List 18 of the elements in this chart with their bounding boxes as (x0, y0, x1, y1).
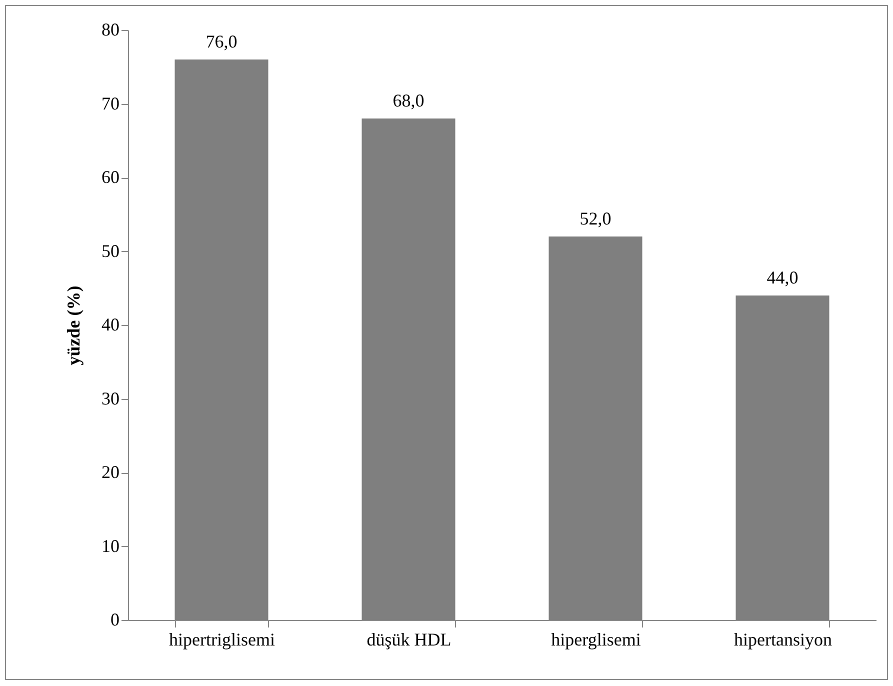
y-tick-label: 40 (102, 314, 120, 334)
y-tick-label: 10 (102, 536, 120, 556)
y-tick-label: 30 (102, 388, 120, 408)
y-axis-title: yüzde (%) (64, 286, 84, 366)
y-tick-label: 60 (102, 167, 120, 187)
x-tick-label: düşük HDL (366, 630, 452, 650)
data-label: 52,0 (580, 208, 612, 228)
data-label: 44,0 (766, 268, 798, 288)
x-tick-label: hipertansiyon (734, 630, 832, 650)
y-tick-label: 50 (102, 240, 120, 261)
data-label: 68,0 (392, 90, 424, 110)
x-tick-label: hiperglisemi (551, 630, 641, 650)
y-tick-label: 0 (110, 610, 120, 630)
y-tick-label: 20 (102, 462, 120, 482)
data-label: 76,0 (206, 32, 238, 52)
y-tick-label: 80 (102, 20, 120, 40)
x-tick-label: hipertriglisemi (169, 630, 275, 650)
y-tick-label: 70 (102, 93, 120, 114)
